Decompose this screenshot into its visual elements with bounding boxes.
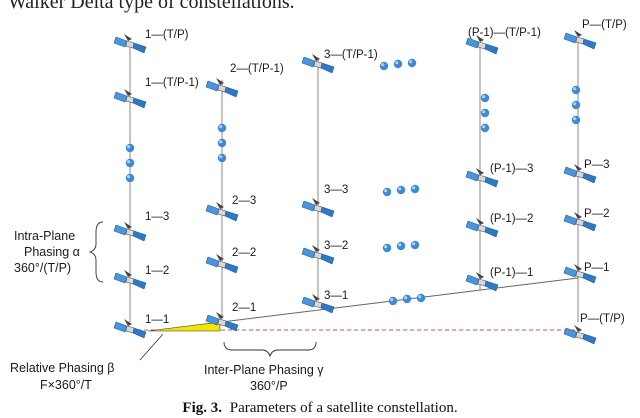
intra-plane-line2: Phasing α bbox=[24, 245, 80, 259]
label-P-TP: P—(T/P) bbox=[582, 19, 627, 31]
label-P-1-2: (P-1)—2 bbox=[490, 213, 533, 225]
relative-phasing-pointer bbox=[139, 333, 164, 361]
figure-caption: Fig. 3. Parameters of a satellite conste… bbox=[182, 400, 457, 416]
inter-plane-bracket bbox=[223, 341, 317, 358]
label-P-TP-bottom: P—(T/P) bbox=[580, 313, 625, 325]
caption-text: Parameters of a satellite constellation. bbox=[230, 400, 458, 416]
caption-label: Fig. 3. bbox=[182, 400, 222, 416]
label-3-TP-1: 3—(T/P-1) bbox=[324, 49, 378, 61]
top-text: Walker Delta type of constellations. bbox=[8, 0, 295, 13]
label-2-1: 2—1 bbox=[232, 302, 256, 314]
label-2-TP-1: 2—(T/P-1) bbox=[230, 63, 284, 75]
intra-plane-line3: 360°/(T/P) bbox=[14, 261, 71, 275]
label-P-3: P—3 bbox=[584, 159, 610, 171]
intra-plane-bracket bbox=[88, 221, 104, 283]
phasing-line bbox=[221, 277, 579, 323]
relative-phasing-triangle bbox=[147, 321, 221, 332]
label-P-1-1: (P-1)—1 bbox=[490, 267, 533, 279]
label-P-1-3: (P-1)—3 bbox=[490, 163, 533, 175]
label-1-TP: 1—(T/P) bbox=[145, 29, 189, 41]
label-3-1: 3—1 bbox=[324, 290, 348, 302]
label-P-1: P—1 bbox=[584, 262, 610, 274]
intra-plane-line1: Intra-Plane bbox=[14, 229, 75, 243]
inter-plane-line1: Inter-Plane Phasing γ bbox=[204, 363, 324, 377]
label-P-2: P—2 bbox=[584, 208, 610, 220]
relative-phasing-line2: F×360°/T bbox=[40, 378, 92, 392]
label-1-1: 1—1 bbox=[145, 314, 169, 326]
label-1-3: 1—3 bbox=[145, 211, 169, 223]
inter-plane-line2: 360°/P bbox=[250, 379, 288, 393]
satellite-P-TP-bottom bbox=[563, 324, 597, 345]
label-P-1-TP-1: (P-1)—(T/P-1) bbox=[468, 27, 541, 39]
satellite-P-TP bbox=[563, 29, 597, 50]
label-2-2: 2—2 bbox=[232, 247, 256, 259]
label-2-3: 2—3 bbox=[232, 195, 256, 207]
label-1-2: 1—2 bbox=[145, 265, 169, 277]
label-1-TP-1: 1—(T/P-1) bbox=[145, 77, 199, 89]
satellite-labels: 1—(T/P) 1—(T/P-1) 1—3 1—2 1—1 2—(T/P-1) … bbox=[145, 19, 627, 326]
label-3-3: 3—3 bbox=[324, 184, 348, 196]
label-3-2: 3—2 bbox=[324, 240, 348, 252]
relative-phasing-line1: Relative Phasing β bbox=[10, 361, 114, 375]
